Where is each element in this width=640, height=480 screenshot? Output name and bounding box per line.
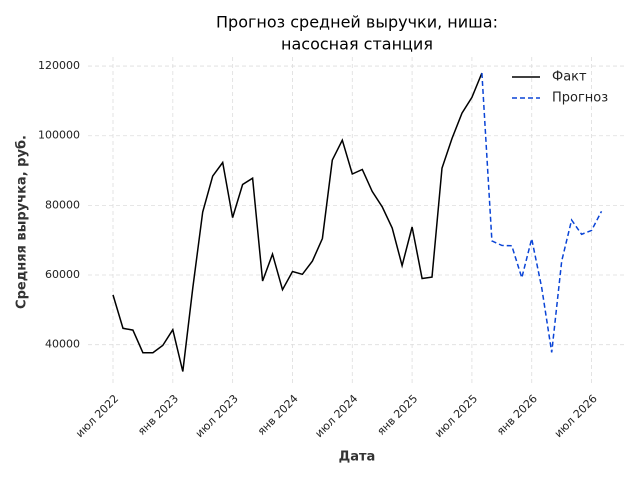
y-tick-label: 60000 (45, 268, 80, 281)
x-tick-label: янв 2025 (375, 392, 421, 438)
x-tick-label: янв 2023 (135, 392, 181, 438)
y-tick-label: 120000 (38, 59, 80, 72)
x-axis-label: Дата (339, 450, 376, 465)
x-tick-label: янв 2026 (494, 392, 540, 438)
x-tick-label: июл 2024 (312, 392, 360, 440)
legend-label: Факт (552, 70, 587, 85)
legend-label: Прогноз (552, 91, 608, 106)
series-line (481, 72, 603, 353)
x-tick-label: янв 2024 (255, 392, 301, 438)
series-line (112, 72, 483, 372)
x-tick-label: июл 2026 (552, 392, 600, 440)
x-tick-label: июл 2023 (193, 392, 241, 440)
y-tick-label: 100000 (38, 129, 80, 142)
chart-title: насосная станция (281, 35, 433, 54)
x-tick-label: июл 2022 (73, 392, 121, 440)
chart-title: Прогноз средней выручки, ниша: (216, 13, 498, 32)
legend: Факт Прогноз (512, 70, 608, 106)
y-tick-label: 40000 (45, 338, 80, 351)
y-tick-label: 80000 (45, 198, 80, 211)
x-tick-label: июл 2025 (432, 392, 480, 440)
y-axis-label: Средняя выручка, руб. (15, 135, 30, 309)
